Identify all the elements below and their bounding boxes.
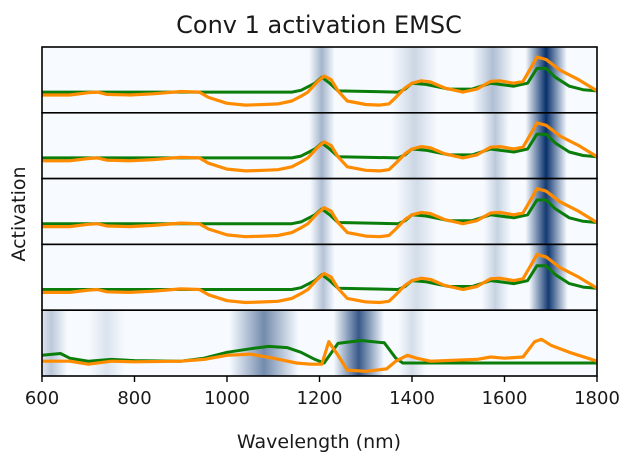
orange-series-line xyxy=(42,121,597,173)
x-tick-label: 1600 xyxy=(482,388,528,409)
x-tick-label: 800 xyxy=(117,388,151,409)
orange-series-line xyxy=(42,55,597,107)
chart-title: Conv 1 activation EMSC xyxy=(176,11,462,39)
x-axis: 600 800 1000 1200 1400 1600 1800 xyxy=(25,376,620,409)
heat-band xyxy=(42,310,68,376)
heat-band xyxy=(229,310,299,376)
x-tick-label: 1000 xyxy=(204,388,250,409)
heat-band xyxy=(88,310,126,376)
panel-2 xyxy=(41,112,598,180)
orange-series-line xyxy=(42,187,597,239)
y-axis-label: Activation xyxy=(8,166,30,261)
heat-band xyxy=(398,310,426,376)
panels-group xyxy=(41,46,598,377)
heat-band xyxy=(391,47,438,113)
x-tick-label: 1400 xyxy=(389,388,435,409)
x-tick-label: 1800 xyxy=(574,388,620,409)
green-series-line xyxy=(42,339,597,365)
panel-5 xyxy=(41,309,598,377)
orange-series-line xyxy=(42,337,597,373)
panel-1 xyxy=(41,46,598,114)
panel-3 xyxy=(41,177,598,246)
heat-band xyxy=(395,178,438,245)
x-tick-label: 1200 xyxy=(297,388,343,409)
heat-band xyxy=(395,244,438,311)
x-tick-label: 600 xyxy=(25,388,59,409)
panel-4 xyxy=(41,243,598,311)
orange-series-line xyxy=(42,252,597,305)
heat-band xyxy=(391,112,438,179)
x-axis-label: Wavelength (nm) xyxy=(237,431,401,453)
